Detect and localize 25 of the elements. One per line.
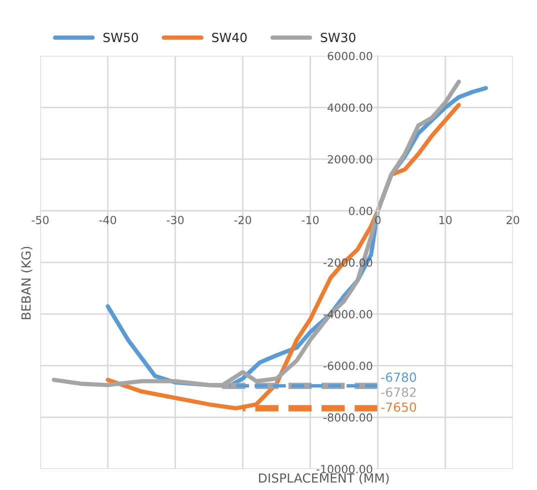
line-series (52, 80, 461, 388)
x-axis-title: DISPLACEMENT (MM) (259, 473, 389, 484)
x-tick-label: -40 (99, 216, 116, 224)
x-tick-label: -50 (32, 216, 49, 224)
y-tick-label: 2000.00 (328, 155, 372, 164)
x-tick-label: 10 (439, 216, 452, 224)
legend-label: SW40 (212, 32, 247, 42)
y-tick-label: -6000.00 (324, 362, 372, 370)
x-tick-label: -20 (234, 216, 252, 224)
x-tick-label: -10 (302, 216, 319, 224)
y-tick-label: 6000.00 (328, 52, 372, 60)
x-tick-label: 20 (506, 216, 520, 224)
series-label: -6782 (381, 387, 416, 397)
series-label: -7650 (381, 402, 416, 412)
legend-label: SW50 (103, 32, 138, 42)
y-axis-title: BEBAN (KG) (21, 246, 32, 320)
y-tick-label: -8000.00 (324, 413, 372, 422)
y-tick-label: -4000.00 (324, 310, 372, 318)
y-tick-label: 0.00 (348, 206, 372, 216)
y-tick-label: -10000.00 (316, 464, 372, 474)
y-tick-label: 4000.00 (328, 103, 372, 112)
legend-label: SW30 (320, 32, 356, 42)
x-tick-label: 0 (375, 216, 381, 224)
x-tick-label: -30 (166, 216, 184, 224)
series-label: -6780 (381, 372, 416, 382)
